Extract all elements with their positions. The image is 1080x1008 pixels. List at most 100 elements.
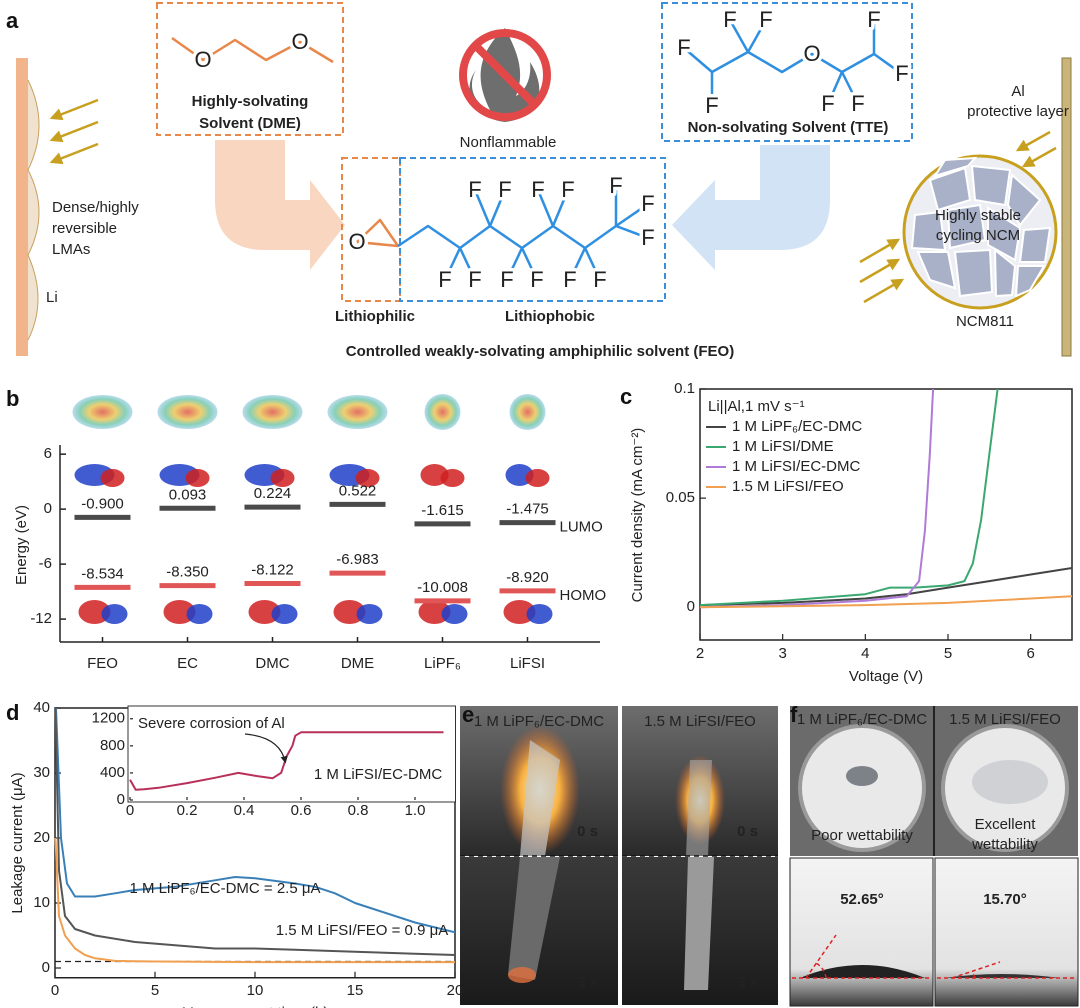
panel-a-art xyxy=(16,2,1072,357)
x-tick-label: 3 xyxy=(778,645,786,662)
al-electrode xyxy=(1061,57,1072,357)
panel-label: b xyxy=(6,386,19,411)
wetted-area xyxy=(972,760,1048,804)
bond xyxy=(520,247,539,281)
orbital xyxy=(441,604,468,624)
x-tick-label: 15 xyxy=(347,982,364,999)
y-tick-label: 1200 xyxy=(92,710,125,727)
droplet xyxy=(846,766,878,786)
esp-surface xyxy=(424,394,461,430)
atom-label: F xyxy=(867,7,880,32)
atom-label: F xyxy=(498,177,511,202)
series-label: 1.5 M LiFSI/FEO = 0.9 μA xyxy=(276,922,448,939)
atom-label: F xyxy=(563,267,576,292)
value-label: -0.900 xyxy=(81,495,124,512)
value-label: 0.522 xyxy=(339,482,377,499)
atom-label: F xyxy=(438,267,451,292)
series-label: 1 M LiPF₆/EC-DMC = 2.5 μA xyxy=(130,880,321,897)
y-tick-label: 800 xyxy=(100,737,125,754)
anode-label: reversible xyxy=(52,220,117,237)
x-tick-label: DMC xyxy=(255,655,289,672)
column-label: 1 M LiPF₆/EC-DMC xyxy=(797,711,927,728)
panel-label: d xyxy=(6,700,19,725)
icon-label: Nonflammable xyxy=(460,134,557,151)
annotation: Severe corrosion of Al xyxy=(138,715,285,732)
annotation-arrow xyxy=(244,733,288,764)
atom-label: F xyxy=(759,7,772,32)
bond xyxy=(551,189,570,227)
value-label: -10.008 xyxy=(417,579,468,596)
atom-label: F xyxy=(593,267,606,292)
y-tick-label: -12 xyxy=(30,610,52,627)
bond xyxy=(171,36,334,64)
panel-label: c xyxy=(620,384,632,409)
photo xyxy=(789,857,934,1007)
time-label: 0 s xyxy=(577,823,598,840)
series-line xyxy=(699,388,999,607)
panel-title: Controlled weakly-solvating amphiphilic … xyxy=(346,343,734,360)
solvent-label: Highly-solvating xyxy=(192,93,309,110)
atom-label: F xyxy=(468,267,481,292)
atom-label: F xyxy=(500,267,513,292)
nonflammable-icon xyxy=(459,28,551,122)
value-label: -6.983 xyxy=(336,551,379,568)
li-electrode xyxy=(16,58,28,356)
bond xyxy=(473,189,492,227)
x-tick-label: 5 xyxy=(151,982,159,999)
tte-box xyxy=(661,2,913,142)
li-deposit xyxy=(27,79,40,341)
value-label: -8.920 xyxy=(506,569,549,586)
value-label: -8.350 xyxy=(166,564,209,581)
series-line xyxy=(129,731,444,791)
bond xyxy=(711,50,875,74)
arrow-dme xyxy=(215,140,345,270)
x-tick-label: EC xyxy=(177,655,198,672)
bond xyxy=(873,52,903,76)
bond xyxy=(397,224,617,250)
bond xyxy=(615,224,649,240)
lithiophobic-box xyxy=(399,157,666,302)
atom-label: F xyxy=(531,177,544,202)
series-label: HOMO xyxy=(560,587,607,604)
orbital xyxy=(355,469,380,487)
x-tick-label: LiPF₆ xyxy=(424,655,461,672)
bond xyxy=(583,247,602,281)
y-axis-title: Leakage current (μA) xyxy=(9,772,26,913)
series-line xyxy=(699,388,935,609)
legend-label: 1 M LiFSI/DME xyxy=(732,438,834,455)
inset-frame xyxy=(127,705,456,803)
time-label: 3 s xyxy=(737,974,758,991)
time-label: 3 s xyxy=(577,974,598,991)
bond xyxy=(826,71,844,105)
strip xyxy=(520,740,560,856)
solvent-label: Non-solvating Solvent (TTE) xyxy=(688,119,889,136)
bond xyxy=(443,247,462,281)
y-tick-label: 0 xyxy=(42,959,50,976)
esp-surface xyxy=(242,395,303,429)
bond xyxy=(683,47,713,73)
legend-label: 1.5 M LiFSI/FEO xyxy=(732,478,844,495)
atom-label: F xyxy=(561,177,574,202)
panel-f-art xyxy=(789,706,1079,1007)
atom-label: O xyxy=(348,229,365,254)
y-tick-label: 0 xyxy=(687,598,695,615)
strip xyxy=(686,760,712,856)
column-label: 1 M LiPF₆/EC-DMC xyxy=(474,713,604,730)
series-label: 1 M LiFSI/EC-DMC xyxy=(314,766,443,783)
y-tick-label: 0 xyxy=(117,791,125,808)
series-line xyxy=(54,707,456,956)
y-tick-label: 400 xyxy=(100,764,125,781)
ncm-label: NCM811 xyxy=(956,313,1014,330)
atom-label: O xyxy=(803,41,820,66)
bond xyxy=(615,202,649,228)
anode-label: Li xyxy=(46,289,58,306)
dme-box xyxy=(156,2,344,136)
bond xyxy=(505,247,524,281)
orbital xyxy=(270,469,295,487)
x-tick-label: 10 xyxy=(247,982,264,999)
angle-lines xyxy=(792,934,1076,979)
bond xyxy=(356,218,400,248)
photo xyxy=(934,857,1079,1007)
y-tick-label: 30 xyxy=(33,764,50,781)
